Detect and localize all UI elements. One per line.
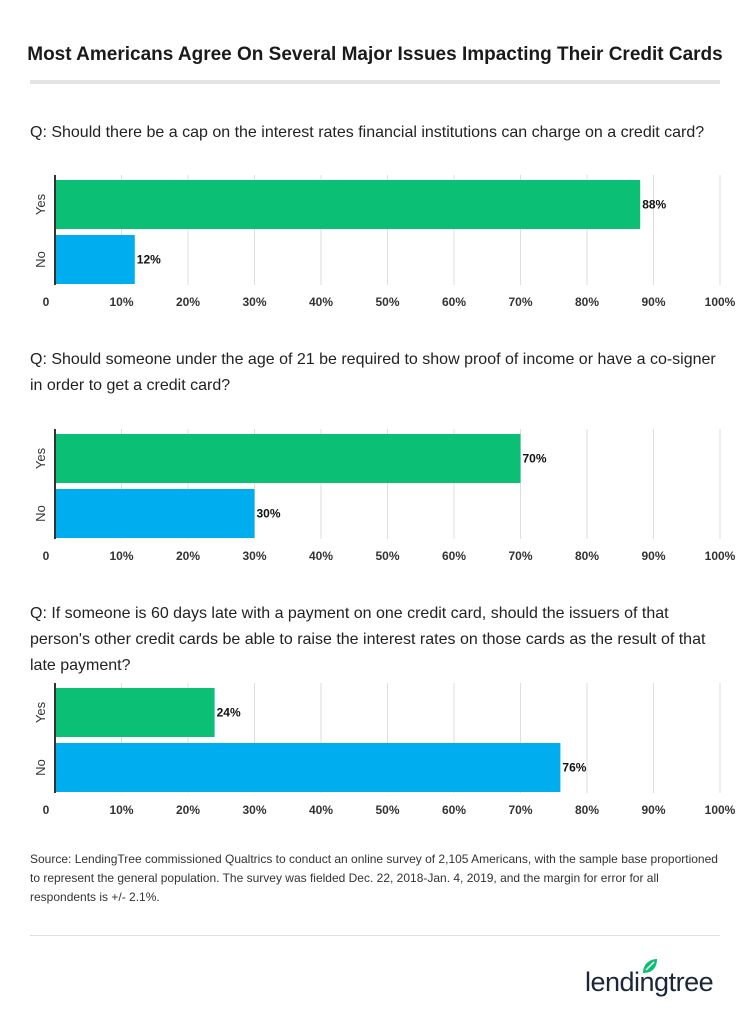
tick-label: 20% [176,549,200,563]
data-label: 24% [217,706,241,720]
tick-label: 60% [442,803,466,817]
tick-label: 70% [508,295,532,309]
tick-label: 80% [575,295,599,309]
tick-label: 80% [575,549,599,563]
data-label: 12% [137,253,161,267]
tick-label: 70% [508,549,532,563]
tick-label: 50% [375,549,399,563]
divider [30,80,720,84]
chart-3: 0 10% 20% 30% 40% 50% 60% 70% 80% 90% 100% 24% Yes 76… [33,683,736,817]
tick-label: 0 [43,295,50,309]
chart-1: 0 10% 20% 30% 40% 50% 60% 70% 80% 90% 100% 88% Yes 12… [33,175,736,309]
svg-text:lendingtree: lendingtree [585,967,713,997]
data-label: 30% [257,507,281,521]
question-3: Q: If someone is 60 days late with a pay… [30,605,706,674]
page-title: Most Americans Agree On Several Major Is… [27,44,723,65]
tick-label: 50% [375,803,399,817]
tick-label: 70% [508,803,532,817]
tick-label: 50% [375,295,399,309]
tick-label: 90% [641,549,665,563]
tick-label: 100% [705,549,736,563]
question-1: Q: Should there be a cap on the interest… [30,124,705,141]
bar-yes [55,688,215,737]
bar-no [55,743,561,792]
tick-label: 20% [176,295,200,309]
chart-2: 0 10% 20% 30% 40% 50% 60% 70% 80% 90% 100% 70% Yes 30… [33,429,736,563]
source-note: Source: LendingTree commissioned Qualtri… [30,852,718,904]
tick-label: 90% [641,803,665,817]
lendingtree-logo: lendingtree [585,959,714,997]
data-label: 88% [642,198,666,212]
tick-label: 10% [109,295,133,309]
data-label: 76% [562,761,586,775]
question-2: Q: Should someone under the age of 21 be… [30,351,716,394]
category-label: No [33,505,48,522]
tick-label: 90% [641,295,665,309]
bar-no [55,235,135,284]
tick-label: 40% [309,803,333,817]
tick-label: 0 [43,549,50,563]
bar-no [55,489,255,538]
tick-label: 40% [309,549,333,563]
tick-label: 100% [705,295,736,309]
divider [30,935,720,936]
tick-label: 60% [442,549,466,563]
tick-label: 10% [109,803,133,817]
tick-label: 40% [309,295,333,309]
bar-yes [55,180,641,229]
tick-label: 30% [242,549,266,563]
tick-label: 30% [242,803,266,817]
data-label: 70% [523,452,547,466]
tick-label: 10% [109,549,133,563]
category-label: Yes [33,701,48,723]
category-label: Yes [33,447,48,469]
tick-label: 0 [43,803,50,817]
tick-label: 80% [575,803,599,817]
category-label: No [33,251,48,268]
bar-yes [55,434,521,483]
category-label: Yes [33,193,48,215]
tick-label: 60% [442,295,466,309]
tick-label: 100% [705,803,736,817]
category-label: No [33,759,48,776]
tick-label: 30% [242,295,266,309]
tick-label: 20% [176,803,200,817]
